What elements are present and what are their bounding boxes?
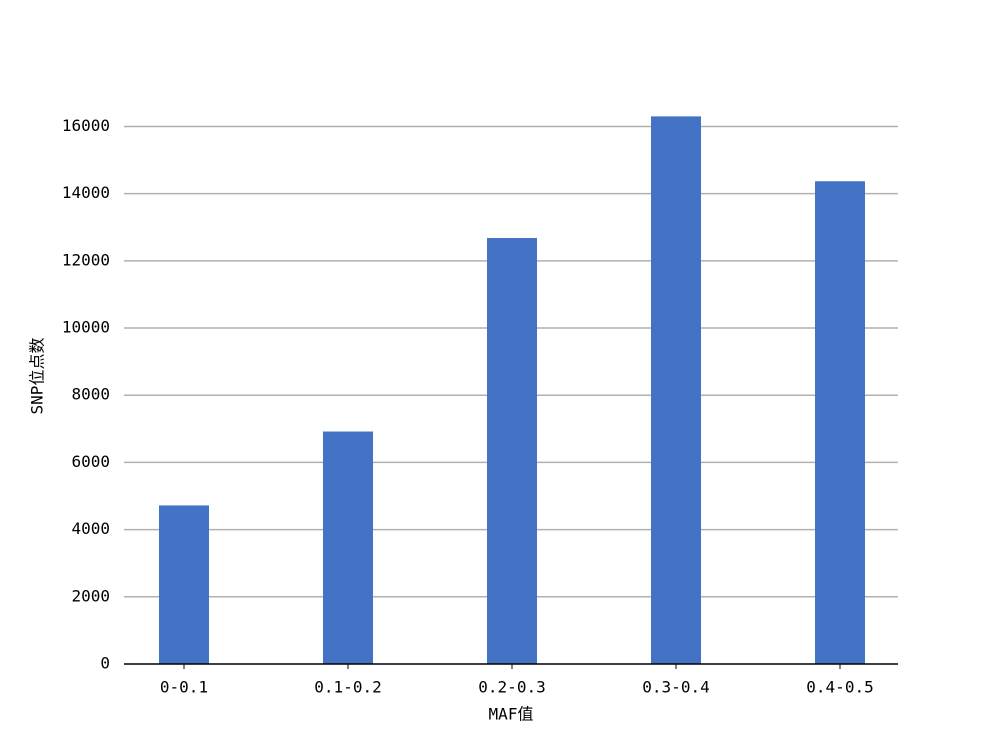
bar: [815, 181, 865, 664]
bar: [323, 431, 373, 664]
bar: [651, 116, 701, 664]
y-tick-label: 8000: [71, 385, 110, 404]
x-axis-label: MAF值: [489, 705, 534, 724]
y-tick-label: 4000: [71, 519, 110, 538]
bar: [159, 505, 209, 664]
y-axis-label: SNP位点数: [28, 338, 47, 415]
y-tick-label: 10000: [62, 318, 110, 337]
x-tick-label: 0.2-0.3: [478, 678, 545, 697]
y-tick-label: 16000: [62, 116, 110, 135]
y-tick-label: 6000: [71, 452, 110, 471]
y-tick-label: 12000: [62, 250, 110, 269]
x-tick-label: 0-0.1: [160, 678, 208, 697]
bar: [487, 237, 537, 664]
x-tick-label: 0.3-0.4: [642, 678, 709, 697]
y-tick-label: 14000: [62, 183, 110, 202]
y-tick-label: 2000: [71, 586, 110, 605]
x-tick-label: 0.1-0.2: [314, 678, 381, 697]
y-tick-label: 0: [100, 654, 110, 673]
x-tick-label: 0.4-0.5: [806, 678, 873, 697]
